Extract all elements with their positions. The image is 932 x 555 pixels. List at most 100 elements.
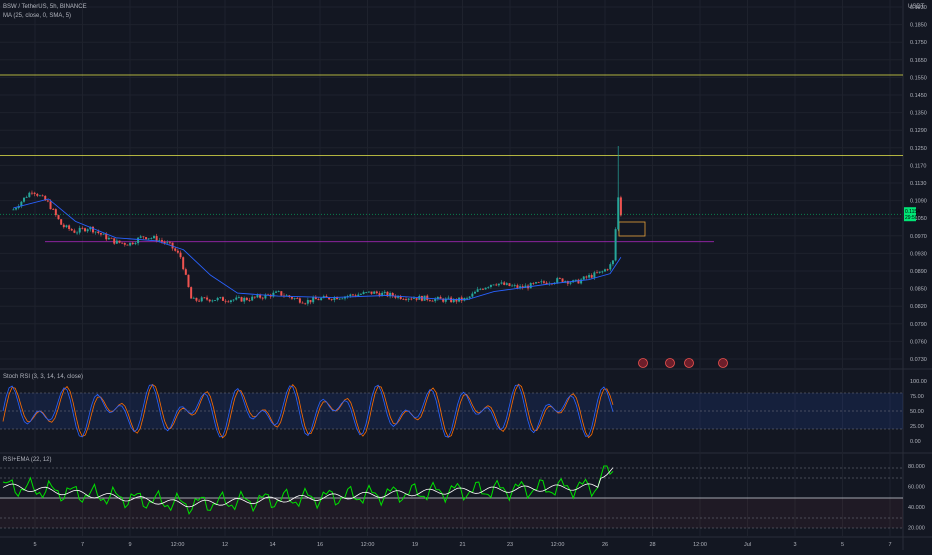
candle [113, 238, 116, 245]
candle-body [513, 285, 516, 286]
time-tick-label[interactable]: 12:00 [361, 542, 375, 548]
candle-body [259, 294, 262, 298]
candle [235, 295, 238, 301]
event-marker-icon[interactable] [684, 358, 694, 368]
event-marker-icon[interactable] [638, 358, 648, 368]
candle-body [330, 299, 333, 301]
candle [399, 294, 402, 300]
event-marker-icon[interactable] [665, 358, 675, 368]
candle [123, 242, 126, 247]
time-tick-label[interactable]: 16 [317, 542, 323, 548]
candle-body [272, 292, 275, 297]
candle-body [240, 297, 243, 302]
candle [431, 299, 434, 302]
candle [30, 190, 33, 196]
candle-body [420, 296, 423, 301]
ma-legend[interactable]: MA (25, close, 0, SMA, 5) [3, 13, 72, 19]
candle [94, 231, 97, 235]
candle-body [349, 294, 352, 297]
time-tick-label[interactable]: 14 [269, 542, 275, 548]
candle-body [532, 282, 535, 284]
candle-body [166, 242, 169, 244]
candle-body [36, 193, 39, 196]
candle-body [23, 197, 26, 202]
price-tick-label: 0.0970 [910, 234, 927, 240]
candle-body [107, 237, 110, 240]
candle [214, 300, 217, 301]
candle-body [280, 291, 283, 296]
price-tick-label: 0.0730 [910, 357, 927, 363]
price-tick-label: 0.1550 [910, 75, 927, 81]
time-tick-label[interactable]: 19 [412, 542, 418, 548]
candle-body [412, 298, 415, 299]
candle [325, 294, 328, 298]
candle [317, 297, 320, 301]
symbol-legend[interactable]: BSW / TetherUS, 5h, BINANCE [3, 4, 87, 10]
rsi-legend[interactable]: RSI+EMA (22, 12) [3, 457, 52, 463]
stoch-k-line [2, 384, 614, 438]
candle [301, 301, 304, 304]
candle-body [99, 233, 102, 235]
time-tick-label[interactable]: 12:00 [693, 542, 707, 548]
candle-body [94, 231, 97, 233]
time-tick-label[interactable]: 12:00 [171, 542, 185, 548]
event-marker-icon[interactable] [718, 358, 728, 368]
candle [389, 291, 392, 299]
candle-body [383, 291, 386, 293]
candle-body [123, 243, 126, 245]
time-tick-label[interactable]: 7 [81, 542, 84, 548]
candle-body [561, 278, 564, 282]
time-tick-label[interactable]: 3 [793, 542, 796, 548]
candle-body [394, 296, 397, 298]
time-tick-label[interactable]: 12:00 [551, 542, 565, 548]
candle [333, 295, 336, 303]
candle-body [171, 242, 174, 249]
candle-body [381, 292, 384, 297]
price-tick-label: 0.1450 [910, 93, 927, 99]
candle [23, 197, 26, 203]
candle-body [439, 296, 442, 299]
candle-body [540, 281, 543, 283]
candle [495, 283, 498, 287]
candle-body [558, 278, 561, 279]
time-tick-label[interactable]: 7 [888, 542, 891, 548]
time-tick-label[interactable]: 9 [128, 542, 131, 548]
candle-body [293, 298, 296, 299]
price-tick-label: 0.0850 [910, 287, 927, 293]
candle-body [580, 279, 583, 284]
time-tick-label[interactable]: 26 [602, 542, 608, 548]
candle-body [243, 297, 246, 302]
candle-body [155, 236, 158, 241]
candle-body [370, 291, 373, 294]
time-tick-label[interactable]: 23 [507, 542, 513, 548]
time-tick-label[interactable]: 12 [222, 542, 228, 548]
candle-body [497, 283, 500, 286]
candle [78, 225, 81, 235]
candle-body [434, 298, 437, 302]
stoch-legend[interactable]: Stoch RSI (3, 3, 14, 14, close) [3, 374, 84, 380]
candle-body [91, 226, 94, 233]
candle [415, 298, 418, 302]
candle [91, 225, 94, 234]
time-tick-label[interactable]: 5 [841, 542, 844, 548]
candle-body [264, 294, 267, 299]
time-tick-label[interactable]: 5 [33, 542, 36, 548]
candle [304, 302, 307, 305]
candle [391, 292, 394, 298]
time-tick-label[interactable]: 28 [649, 542, 655, 548]
candle [370, 291, 373, 295]
candle-body [49, 201, 52, 210]
candle [519, 284, 522, 290]
time-tick-label[interactable]: Jul [744, 542, 751, 548]
candle-body [306, 300, 309, 304]
candles [12, 190, 622, 306]
candle [614, 227, 617, 262]
candle [36, 192, 39, 198]
candle [73, 228, 76, 234]
candle-body [436, 296, 439, 299]
time-tick-label[interactable]: 21 [459, 542, 465, 548]
price-tick-label: 0.0820 [910, 304, 927, 310]
candle [187, 274, 190, 288]
